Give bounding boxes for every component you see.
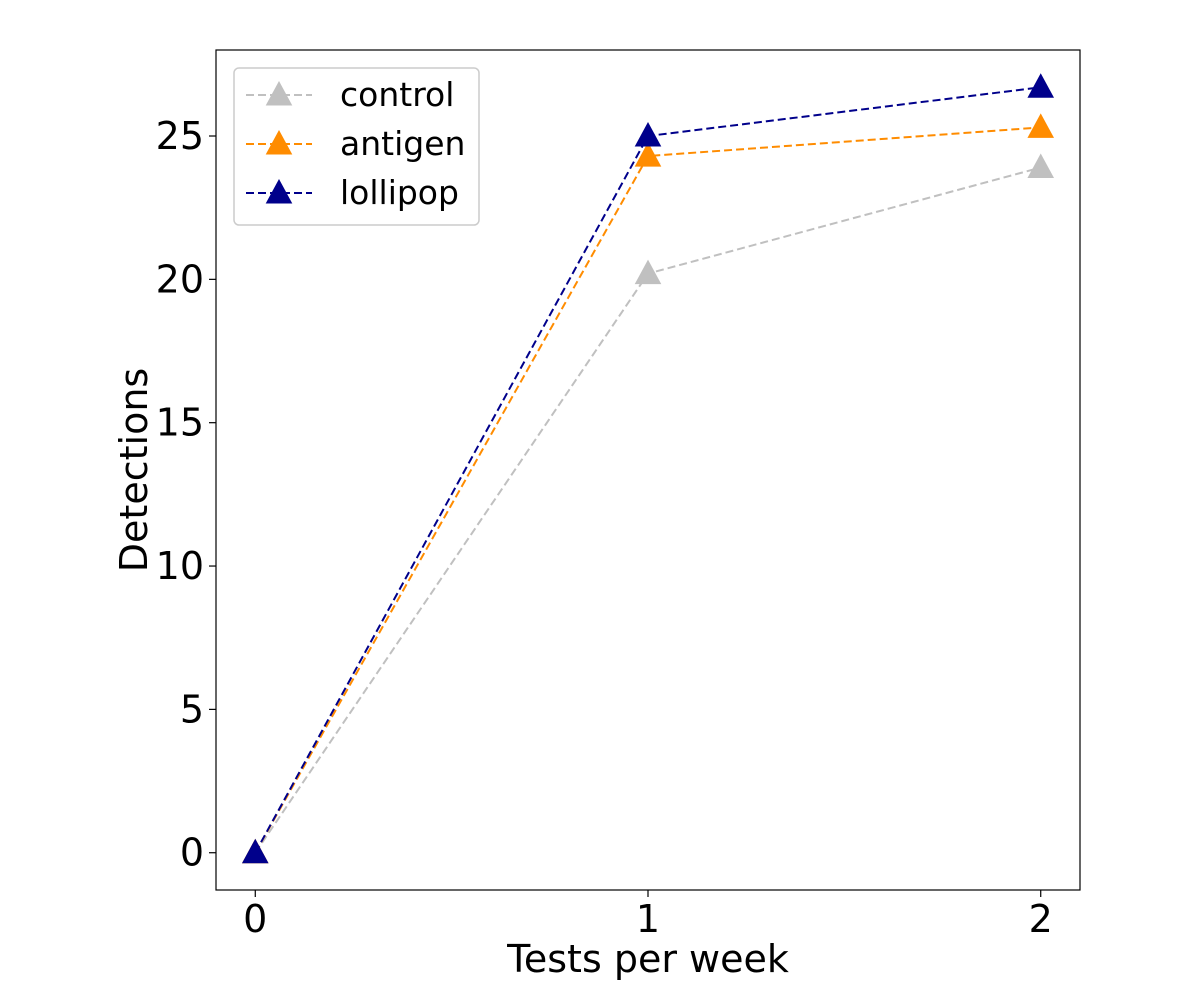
y-tick-label: 15 <box>156 401 204 445</box>
data-point-lollipop <box>241 838 269 864</box>
legend-label-control: control <box>340 75 454 114</box>
y-axis: 0 5 10 15 20 25 <box>156 114 216 875</box>
x-tick-label: 2 <box>1029 897 1053 941</box>
legend-label-antigen: antigen <box>340 124 465 163</box>
data-point-antigen <box>634 142 662 167</box>
legend-marker-lollipop <box>265 179 293 204</box>
series-line-antigen <box>254 126 1041 854</box>
data-point-lollipop <box>1027 73 1055 98</box>
y-tick-label: 25 <box>156 114 204 158</box>
y-tick-label: 0 <box>180 831 204 875</box>
data-point-control <box>1027 153 1055 179</box>
legend: control antigen lollipop <box>233 67 480 226</box>
x-axis-label: Tests per week <box>506 937 789 981</box>
series-layer <box>241 73 1055 864</box>
data-point-control <box>634 259 662 285</box>
legend-marker-antigen <box>265 130 293 155</box>
y-tick-label: 5 <box>180 687 204 731</box>
x-axis: 0 1 2 <box>243 890 1053 941</box>
y-tick-label: 10 <box>156 544 204 588</box>
legend-box <box>233 67 480 226</box>
data-point-lollipop <box>634 122 662 147</box>
x-tick-label: 1 <box>636 897 660 941</box>
legend-label-lollipop: lollipop <box>340 173 459 212</box>
legend-marker-control <box>265 81 293 106</box>
x-tick-label: 0 <box>243 897 267 941</box>
y-tick-label: 20 <box>156 257 204 301</box>
y-axis-label: Detections <box>112 368 156 572</box>
data-point-antigen <box>1027 113 1055 138</box>
